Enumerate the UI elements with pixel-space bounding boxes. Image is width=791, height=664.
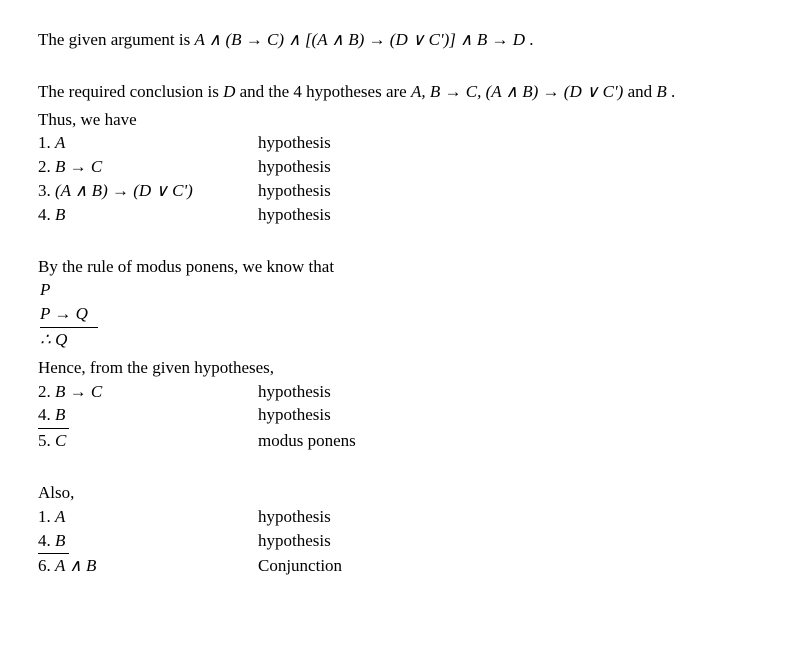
step-reason: Conjunction <box>258 554 753 578</box>
steps-block-1: 1. A hypothesis 2. B → C hypothesis 3. (… <box>38 131 753 226</box>
step-expr: (A ∧ B) → (D ∨ C') <box>55 181 193 200</box>
step-reason: hypothesis <box>258 403 753 429</box>
thus-line: Thus, we have <box>38 108 753 132</box>
proof-step: 1. A hypothesis <box>38 505 753 529</box>
proof-step: 1. A hypothesis <box>38 131 753 155</box>
step-num: 1. <box>38 133 55 152</box>
given-argument-line: The given argument is A ∧ (B → C) ∧ [(A … <box>38 28 753 52</box>
mp-intro-line: By the rule of modus ponens, we know tha… <box>38 255 753 279</box>
given-argument-expr: A ∧ (B → C) ∧ [(A ∧ B) → (D ∨ C')] ∧ B →… <box>194 30 525 49</box>
mp-pq: P → Q <box>40 302 98 328</box>
step-num: 4. <box>38 205 55 224</box>
given-argument-period: . <box>525 30 534 49</box>
proof-step: 6. A ∧ B Conjunction <box>38 554 753 578</box>
proof-step: 2. B → C hypothesis <box>38 155 753 179</box>
proof-step: 5. C modus ponens <box>38 429 753 453</box>
step-expr: B <box>55 205 65 224</box>
hence-line: Hence, from the given hypotheses, <box>38 356 753 380</box>
steps-block-3: 1. A hypothesis 4. B hypothesis 6. A ∧ B… <box>38 505 753 578</box>
proof-step: 4. B hypothesis <box>38 529 753 555</box>
req-mid: and the 4 hypotheses are <box>235 82 411 101</box>
mp-therefore: ∴ Q <box>40 328 753 352</box>
step-reason: hypothesis <box>258 131 753 155</box>
step-num: 4. <box>38 405 55 424</box>
steps-block-2: 2. B → C hypothesis 4. B hypothesis 5. C… <box>38 380 753 453</box>
step-expr: A <box>55 507 65 526</box>
req-and: and <box>623 82 656 101</box>
step-expr: B → C <box>55 157 102 176</box>
proof-step: 2. B → C hypothesis <box>38 380 753 404</box>
req-B: B <box>656 82 666 101</box>
step-reason: hypothesis <box>258 505 753 529</box>
req-end: . <box>667 82 676 101</box>
step-expr: A <box>55 133 65 152</box>
step-expr: B <box>55 405 65 424</box>
step-reason: hypothesis <box>258 529 753 555</box>
step-num: 1. <box>38 507 55 526</box>
step-num: 4. <box>38 531 55 550</box>
step-expr: A ∧ B <box>55 556 96 575</box>
step-reason: hypothesis <box>258 203 753 227</box>
req-prefix: The required conclusion is <box>38 82 223 101</box>
step-num: 3. <box>38 181 55 200</box>
req-D: D <box>223 82 235 101</box>
step-num: 5. <box>38 431 55 450</box>
step-num: 2. <box>38 157 55 176</box>
also-line: Also, <box>38 481 753 505</box>
proof-step: 4. B hypothesis <box>38 203 753 227</box>
step-num: 6. <box>38 556 55 575</box>
step-reason: hypothesis <box>258 179 753 203</box>
step-num: 2. <box>38 382 55 401</box>
mp-p: P <box>40 278 753 302</box>
step-reason: hypothesis <box>258 380 753 404</box>
step-expr: C <box>55 431 66 450</box>
proof-step: 4. B hypothesis <box>38 403 753 429</box>
required-conclusion-line: The required conclusion is D and the 4 h… <box>38 80 753 104</box>
step-reason: hypothesis <box>258 155 753 179</box>
step-expr: B <box>55 531 65 550</box>
given-argument-prefix: The given argument is <box>38 30 194 49</box>
step-reason: modus ponens <box>258 429 753 453</box>
step-expr: B → C <box>55 382 102 401</box>
mp-rule: P P → Q ∴ Q <box>38 278 753 351</box>
req-hyps: A, B → C, (A ∧ B) → (D ∨ C') <box>411 82 623 101</box>
proof-step: 3. (A ∧ B) → (D ∨ C') hypothesis <box>38 179 753 203</box>
